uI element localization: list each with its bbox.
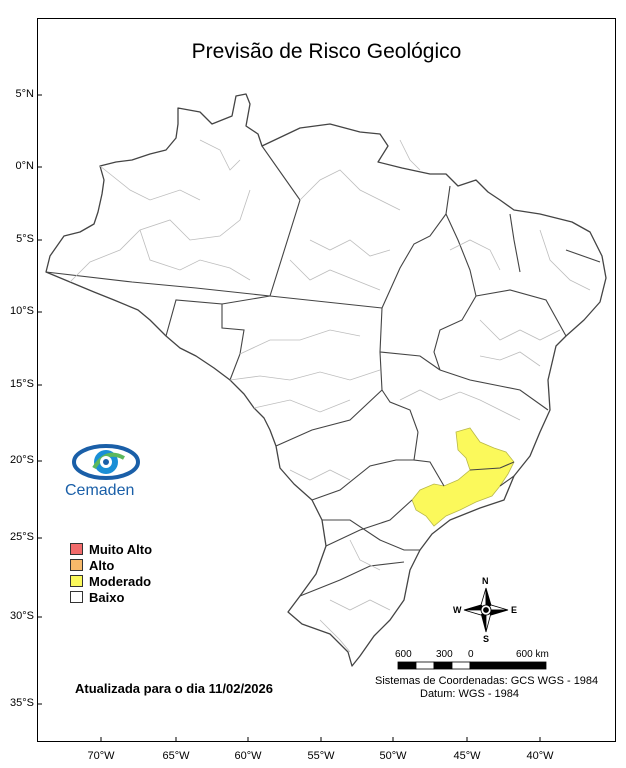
municipal-borders bbox=[69, 139, 591, 653]
lat-label: 15°S bbox=[10, 378, 34, 390]
map-title: Previsão de Risco Geológico bbox=[191, 40, 462, 63]
datum: Datum: WGS - 1984 bbox=[420, 688, 520, 700]
legend-item-baixo: Baixo bbox=[70, 589, 152, 605]
legend-swatch bbox=[70, 575, 83, 587]
legend-swatch bbox=[70, 559, 83, 571]
legend-label: Moderado bbox=[89, 573, 152, 589]
lon-label: 50°W bbox=[379, 750, 407, 762]
lon-label: 70°W bbox=[87, 750, 115, 762]
scale-bar bbox=[397, 661, 547, 670]
cemaden-logo-text: Cemaden bbox=[65, 482, 135, 499]
legend-item-muito-alto: Muito Alto bbox=[70, 541, 152, 557]
scale-label: 0 bbox=[468, 649, 474, 660]
lat-label: 5°S bbox=[16, 233, 34, 245]
legend-swatch bbox=[70, 591, 83, 603]
legend-item-moderado: Moderado bbox=[70, 573, 152, 589]
lon-label: 55°W bbox=[307, 750, 335, 762]
lat-label: 30°S bbox=[10, 610, 34, 622]
legend-item-alto: Alto bbox=[70, 557, 152, 573]
lon-label: 45°W bbox=[453, 750, 481, 762]
axis-ticks bbox=[37, 94, 541, 742]
scale-label: 300 bbox=[436, 649, 453, 660]
legend-swatch bbox=[70, 543, 83, 555]
lat-label: 35°S bbox=[10, 697, 34, 709]
compass-e: E bbox=[511, 605, 518, 615]
state-borders bbox=[45, 145, 601, 597]
cemaden-logo-icon bbox=[72, 444, 140, 480]
lat-label: 25°S bbox=[10, 531, 34, 543]
lon-label: 40°W bbox=[526, 750, 554, 762]
north-arrow-icon bbox=[463, 587, 509, 633]
updated-date: Atualizada para o dia 11/02/2026 bbox=[75, 681, 273, 696]
compass-s: S bbox=[483, 634, 490, 644]
legend-label: Baixo bbox=[89, 589, 125, 605]
compass-n: N bbox=[482, 576, 489, 586]
legend-label: Muito Alto bbox=[89, 541, 153, 557]
lat-label: 20°S bbox=[10, 454, 34, 466]
lon-label: 60°W bbox=[234, 750, 262, 762]
lat-label: 0°N bbox=[15, 160, 34, 172]
risk-area-moderado bbox=[411, 427, 515, 527]
lat-label: 10°S bbox=[10, 305, 34, 317]
scale-label: 600 km bbox=[516, 649, 549, 660]
lat-label: 5°N bbox=[15, 88, 34, 100]
scale-label: 600 bbox=[395, 649, 412, 660]
compass-w: W bbox=[453, 605, 462, 615]
lon-label: 65°W bbox=[162, 750, 190, 762]
coordinate-system: Sistemas de Coordenadas: GCS WGS - 1984 bbox=[375, 675, 599, 687]
legend-label: Alto bbox=[89, 557, 115, 573]
legend: Muito Alto Alto Moderado Baixo bbox=[70, 541, 152, 605]
